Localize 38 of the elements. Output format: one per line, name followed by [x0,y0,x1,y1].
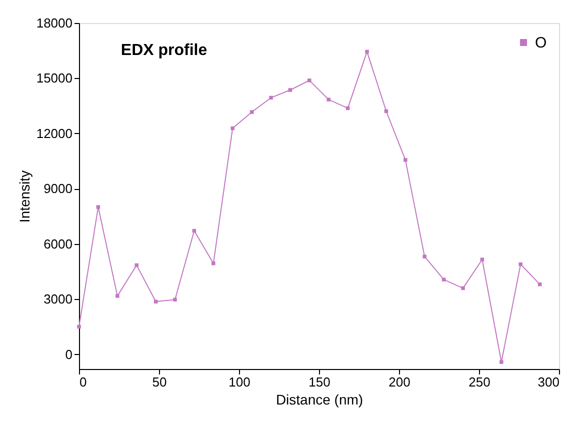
point [269,96,273,100]
y-tick-label: 0 [65,346,72,362]
point [173,298,177,302]
legend-label: O [535,34,547,52]
x-tick-label: 0 [80,374,87,390]
point [116,294,120,298]
point [461,286,465,290]
point [442,278,446,282]
y-tick-label: 3000 [44,292,72,307]
x-axis-title: Distance (nm) [276,392,364,408]
text: EDX profile [120,42,208,59]
y-tick-label: 18000 [36,16,72,30]
point [518,262,522,266]
y-tick-label: 6000 [44,236,72,252]
point [308,78,312,82]
x-tick-label: 200 [388,374,410,390]
y-axis-title: Intensity [16,170,32,223]
x-tick-label: 100 [228,374,250,390]
y-tick-label: 15000 [36,70,72,86]
x-tick-label: 300 [538,374,560,390]
point [404,158,408,162]
point [250,110,254,114]
point [288,88,292,92]
point [77,324,81,329]
x-tick-label: 50 [152,374,167,390]
y-tick-label: 12000 [36,126,72,141]
point [422,254,426,258]
point [500,360,504,364]
x-tick-label: 250 [468,374,490,390]
point [134,263,138,268]
point [326,98,330,102]
y-tick-label: 9000 [44,181,72,196]
point [480,258,484,262]
point [230,126,234,130]
x-tick-label: 150 [308,374,330,390]
point [212,261,216,266]
point [96,205,100,209]
point [365,50,369,54]
